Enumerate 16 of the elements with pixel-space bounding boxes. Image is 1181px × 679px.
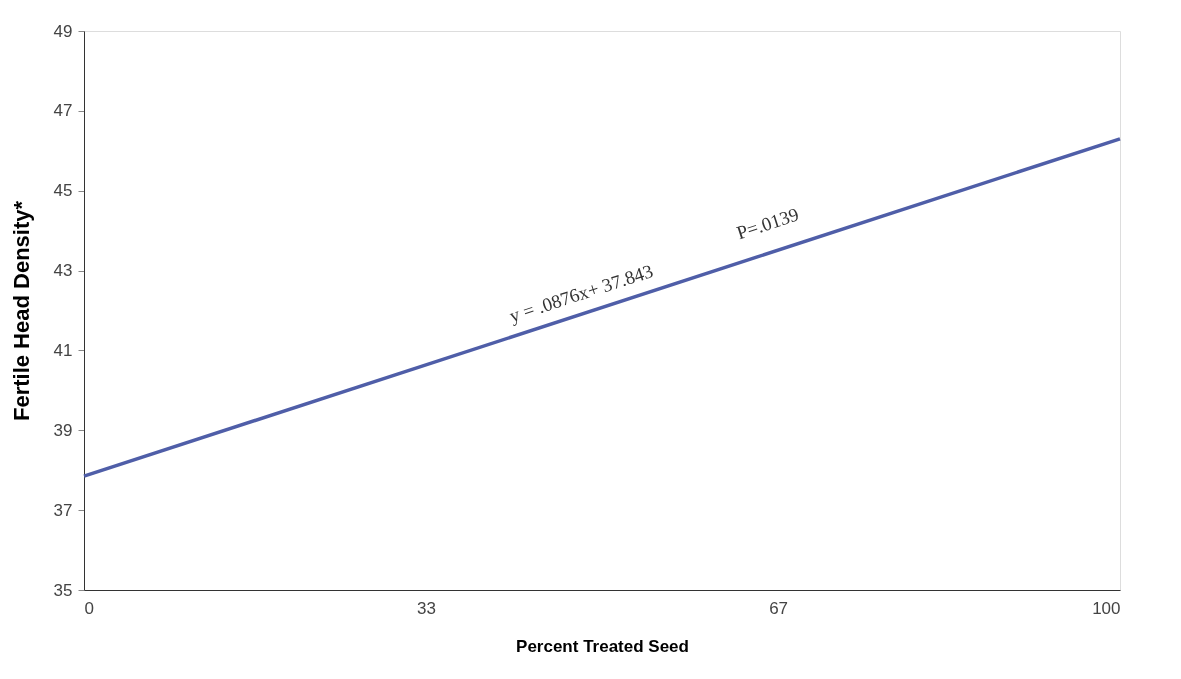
y-tick-label: 35: [53, 580, 73, 600]
y-tick-label: 39: [53, 420, 73, 440]
y-tick-label: 49: [53, 21, 73, 41]
annotation: y = .0876x+ 37.843: [506, 260, 656, 327]
y-tick-label: 47: [53, 101, 73, 121]
y-tick-label: 43: [53, 261, 73, 281]
annotation: P=.0139: [733, 203, 802, 244]
x-tick-label: 67: [769, 598, 789, 618]
y-tick-label: 37: [53, 500, 73, 520]
y-tick-label: 41: [53, 340, 73, 360]
y-axis-title: Fertile Head Density*: [8, 200, 34, 422]
x-tick-label: 33: [416, 598, 436, 618]
x-axis-title: Percent Treated Seed: [516, 636, 689, 656]
x-tick-label: 0: [84, 598, 94, 618]
y-tick-label: 45: [53, 181, 73, 201]
x-tick-label: 100: [1092, 598, 1121, 618]
